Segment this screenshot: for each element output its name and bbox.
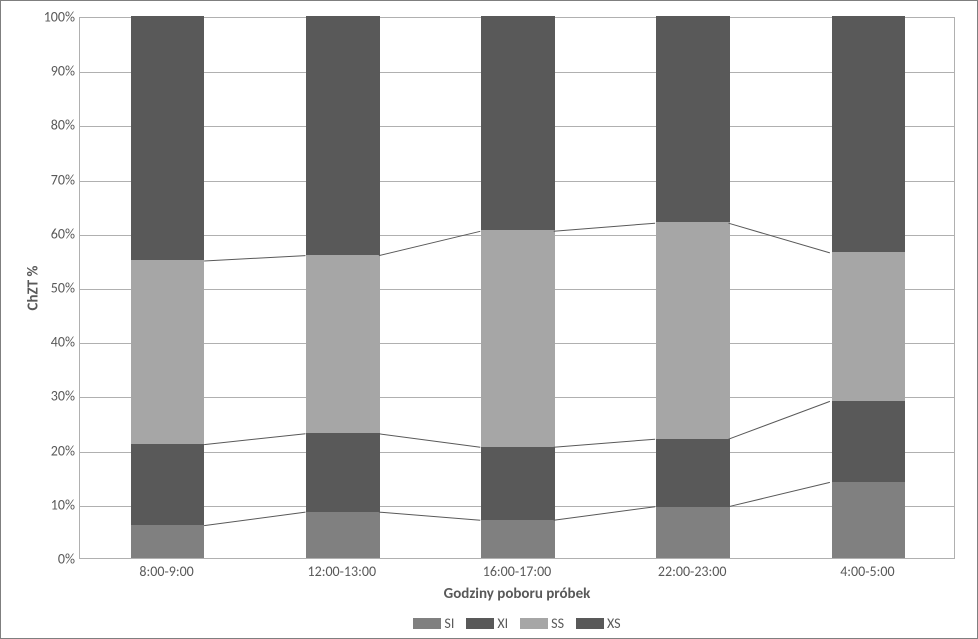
connector-line — [729, 223, 830, 253]
y-tick-label: 60% — [35, 225, 75, 242]
legend-swatch — [576, 618, 604, 629]
legend-label: SI — [444, 615, 454, 632]
legend-swatch — [413, 618, 441, 629]
connector-line — [554, 507, 655, 521]
legend-label: SS — [551, 615, 564, 632]
connector-line — [204, 512, 305, 526]
bar-segment-XI — [481, 447, 555, 520]
x-tick-label: 4:00-5:00 — [817, 563, 917, 580]
connector-line — [379, 512, 480, 520]
bar-segment-SI — [131, 525, 205, 558]
bar-column — [656, 16, 730, 558]
connector-line — [204, 434, 305, 445]
bar-segment-SS — [656, 222, 730, 439]
bar-segment-XS — [832, 16, 906, 252]
connector-line — [204, 256, 305, 261]
bar-segment-SI — [306, 512, 380, 558]
bar-column — [306, 16, 380, 558]
y-tick-label: 10% — [35, 496, 75, 513]
bar-segment-SI — [481, 520, 555, 558]
x-tick-label: 22:00-23:00 — [642, 563, 742, 580]
bar-column — [832, 16, 906, 558]
connector-line — [729, 482, 830, 506]
bar-segment-SS — [481, 230, 555, 447]
x-tick-label: 16:00-17:00 — [467, 563, 567, 580]
connector-line — [554, 439, 655, 447]
legend-item-SI: SI — [413, 615, 454, 632]
bar-segment-XI — [832, 401, 906, 482]
connector-line — [379, 434, 480, 448]
legend-label: XI — [497, 615, 508, 632]
bar-segment-XS — [131, 16, 205, 260]
legend-label: XS — [607, 615, 621, 632]
y-tick-label: 80% — [35, 117, 75, 134]
bar-segment-XI — [656, 439, 730, 507]
bar-segment-XI — [306, 433, 380, 512]
y-tick-label: 90% — [35, 63, 75, 80]
bar-column — [481, 16, 555, 558]
x-tick-label: 12:00-13:00 — [292, 563, 392, 580]
chart-container: ChZT % 0%10%20%30%40%50%60%70%80%90%100%… — [0, 0, 978, 639]
y-tick-label: 40% — [35, 334, 75, 351]
bar-segment-SS — [306, 255, 380, 434]
x-axis-title: Godziny poboru próbek — [79, 585, 955, 603]
bar-segment-SS — [832, 252, 906, 401]
y-tick-label: 100% — [35, 9, 75, 26]
bar-segment-XI — [131, 444, 205, 525]
x-tick-label: 8:00-9:00 — [117, 563, 217, 580]
bar-segment-XS — [306, 16, 380, 254]
legend-item-XS: XS — [576, 615, 621, 632]
bar-segment-SI — [832, 482, 906, 558]
bar-segment-SI — [656, 507, 730, 558]
legend: SI XI SS XS — [79, 615, 955, 632]
connector-line — [729, 401, 830, 439]
bar-segment-XS — [656, 16, 730, 222]
y-tick-label: 50% — [35, 280, 75, 297]
y-tick-label: 20% — [35, 442, 75, 459]
legend-swatch — [520, 618, 548, 629]
bar-column — [131, 16, 205, 558]
y-tick-label: 30% — [35, 388, 75, 405]
y-tick-label: 70% — [35, 171, 75, 188]
connector-line — [554, 223, 655, 231]
plot-area — [79, 17, 955, 559]
legend-item-XI: XI — [466, 615, 508, 632]
y-tick-label: 0% — [35, 551, 75, 568]
bar-segment-SS — [131, 260, 205, 444]
legend-item-SS: SS — [520, 615, 564, 632]
bar-segment-XS — [481, 16, 555, 230]
legend-swatch — [466, 618, 494, 629]
